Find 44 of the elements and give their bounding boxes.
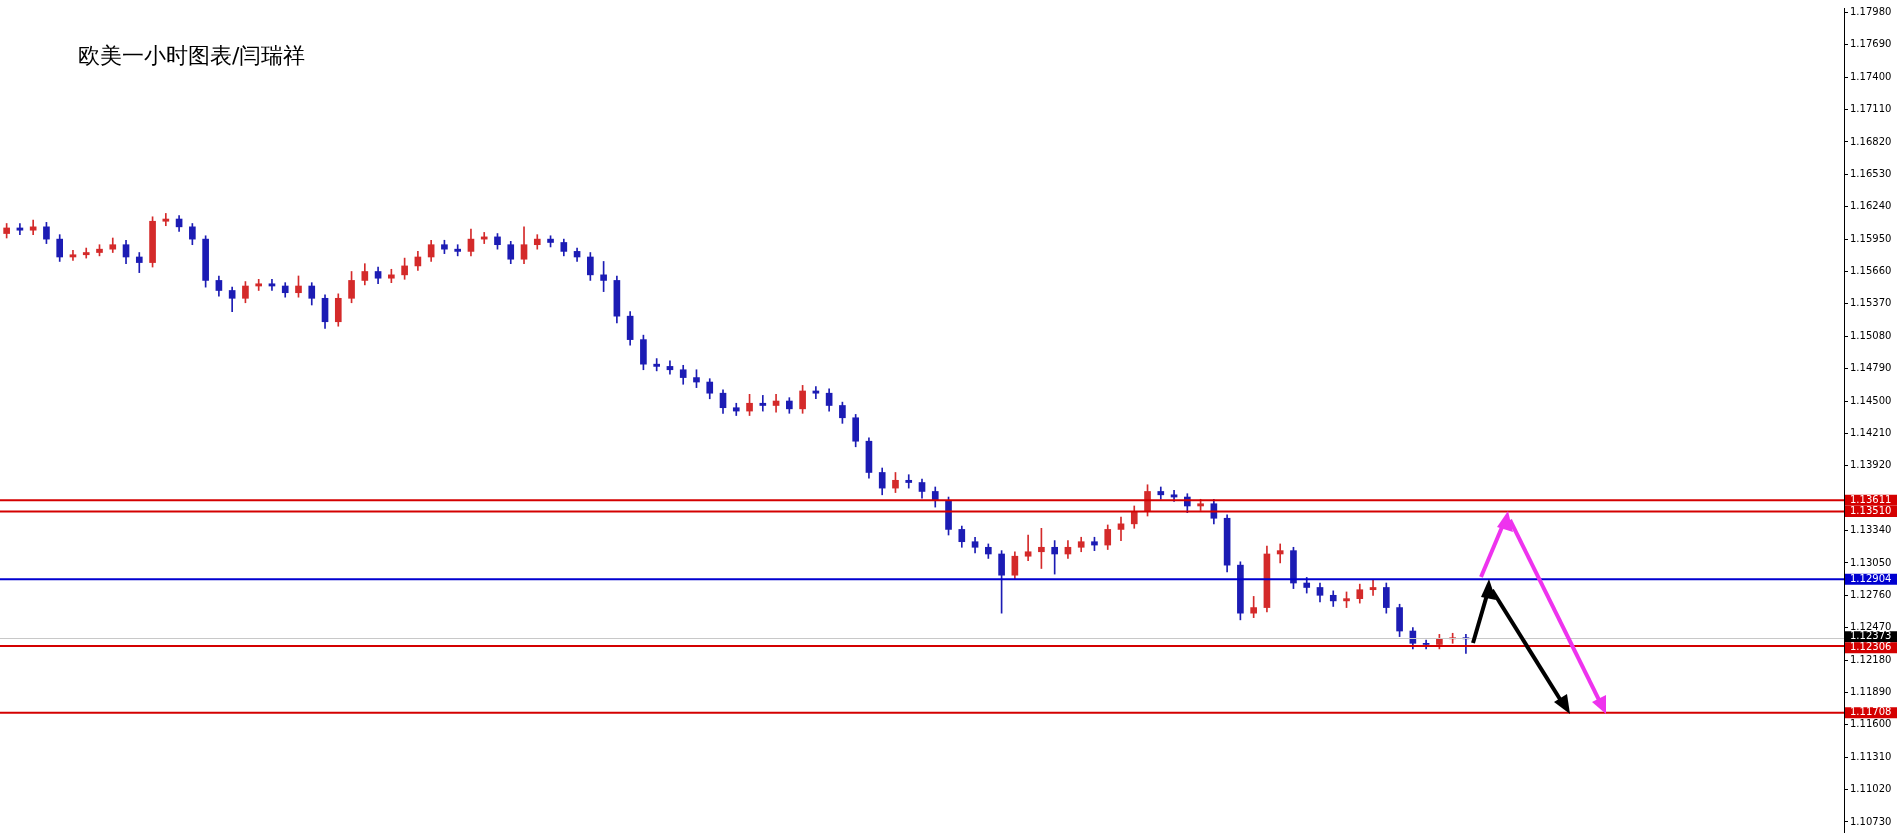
y-tick-label: 1.13050 xyxy=(1850,556,1892,568)
y-tick-label: 1.14790 xyxy=(1850,362,1892,374)
y-tick-label: 1.14210 xyxy=(1850,426,1892,438)
y-tick-label: 1.11020 xyxy=(1850,783,1892,795)
y-tick-label: 1.17110 xyxy=(1850,103,1892,115)
candlestick xyxy=(16,223,24,235)
y-tick-label: 1.15080 xyxy=(1850,329,1892,341)
y-tick-label: 1.11890 xyxy=(1850,686,1892,698)
ref-line-label: 1.13510 xyxy=(1850,505,1892,517)
y-tick-label: 1.12180 xyxy=(1850,653,1892,665)
y-tick-label: 1.13920 xyxy=(1850,459,1892,471)
ref-line-label: 1.12373 xyxy=(1850,630,1892,642)
candlestick xyxy=(653,358,661,372)
candlestick xyxy=(255,278,263,291)
y-tick-label: 1.12470 xyxy=(1850,621,1892,633)
candlestick xyxy=(162,213,170,227)
candlestick xyxy=(1024,534,1032,562)
candlestick xyxy=(905,474,913,489)
y-tick-label: 1.17690 xyxy=(1850,38,1892,50)
ref-line-label: 1.13611 xyxy=(1850,493,1892,505)
y-tick-label: 1.10730 xyxy=(1850,815,1892,827)
y-tick-label: 1.15950 xyxy=(1850,232,1892,244)
candlestick xyxy=(1276,543,1284,564)
text: 欧美一小时图表/闫瑞祥 xyxy=(78,42,306,68)
candlestick xyxy=(268,278,276,291)
candlestick xyxy=(1369,579,1377,596)
y-tick-label: 1.17980 xyxy=(1850,6,1892,18)
y-tick-label: 1.17400 xyxy=(1850,70,1892,82)
candlestick xyxy=(759,395,767,412)
y-tick-label: 1.16240 xyxy=(1850,200,1892,212)
y-tick-label: 1.13340 xyxy=(1850,524,1892,536)
y-tick-label: 1.15370 xyxy=(1850,297,1892,309)
y-tick-label: 1.11600 xyxy=(1850,718,1892,730)
candlestick xyxy=(812,386,820,400)
ref-line-label: 1.11708 xyxy=(1850,706,1892,718)
ref-line-label: 1.12904 xyxy=(1850,572,1892,584)
candlestick xyxy=(454,244,462,257)
y-tick-label: 1.14500 xyxy=(1850,394,1892,406)
y-tick-label: 1.12760 xyxy=(1850,588,1892,600)
y-tick-label: 1.16820 xyxy=(1850,135,1892,147)
ref-line-label: 1.12306 xyxy=(1850,641,1892,653)
y-tick-label: 1.15660 xyxy=(1850,265,1892,277)
y-tick-label: 1.16530 xyxy=(1850,167,1892,179)
y-tick-label: 1.11310 xyxy=(1850,750,1892,762)
